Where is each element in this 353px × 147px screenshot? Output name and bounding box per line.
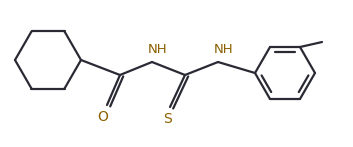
Text: S: S: [163, 112, 171, 126]
Text: NH: NH: [214, 42, 234, 56]
Text: O: O: [97, 110, 108, 124]
Text: NH: NH: [148, 42, 168, 56]
